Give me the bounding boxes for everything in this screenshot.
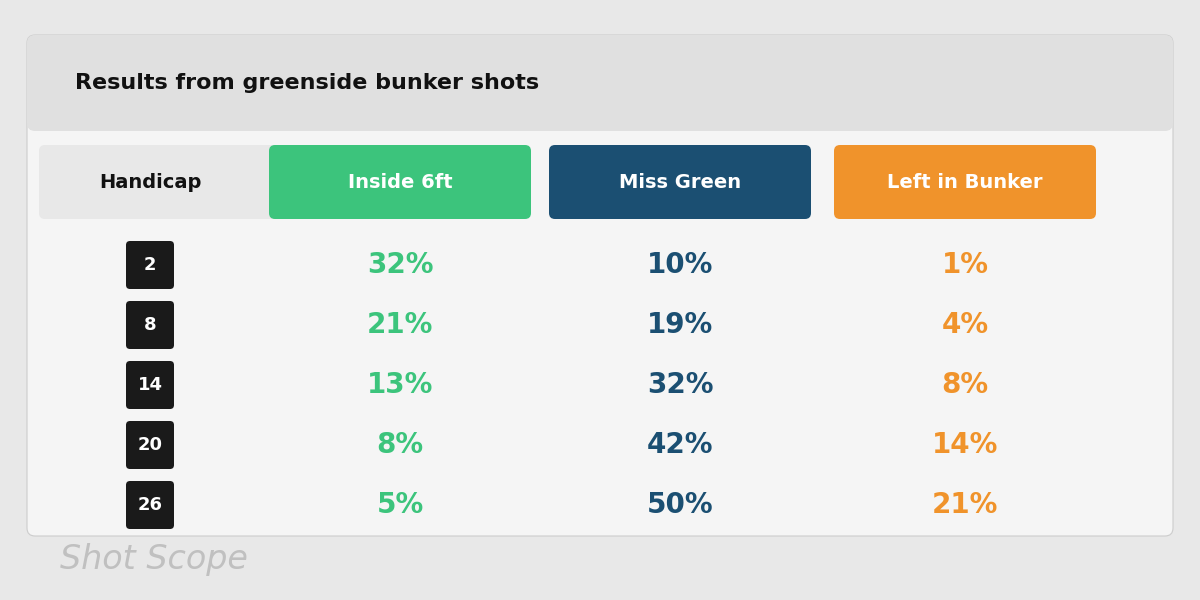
FancyBboxPatch shape <box>26 35 1174 131</box>
Text: Left in Bunker: Left in Bunker <box>887 173 1043 191</box>
FancyBboxPatch shape <box>38 145 286 219</box>
Text: 8%: 8% <box>377 431 424 459</box>
Text: 2: 2 <box>144 256 156 274</box>
FancyBboxPatch shape <box>126 241 174 289</box>
Text: 21%: 21% <box>367 311 433 339</box>
Bar <box>35 108 1165 123</box>
FancyBboxPatch shape <box>126 361 174 409</box>
FancyBboxPatch shape <box>126 301 174 349</box>
Text: 32%: 32% <box>647 371 713 399</box>
FancyBboxPatch shape <box>26 35 1174 536</box>
Text: 10%: 10% <box>647 251 713 279</box>
Text: 4%: 4% <box>942 311 989 339</box>
Text: 21%: 21% <box>932 491 998 519</box>
FancyBboxPatch shape <box>126 481 174 529</box>
Text: 32%: 32% <box>367 251 433 279</box>
Text: 5%: 5% <box>377 491 424 519</box>
Text: 14: 14 <box>138 376 162 394</box>
Text: 13%: 13% <box>367 371 433 399</box>
FancyBboxPatch shape <box>269 145 530 219</box>
Text: 42%: 42% <box>647 431 713 459</box>
Text: 8: 8 <box>144 316 156 334</box>
Text: 8%: 8% <box>942 371 989 399</box>
FancyBboxPatch shape <box>834 145 1096 219</box>
Text: 19%: 19% <box>647 311 713 339</box>
Text: Inside 6ft: Inside 6ft <box>348 173 452 191</box>
Text: 26: 26 <box>138 496 162 514</box>
Text: Miss Green: Miss Green <box>619 173 742 191</box>
FancyBboxPatch shape <box>126 421 174 469</box>
Text: 14%: 14% <box>932 431 998 459</box>
Text: 20: 20 <box>138 436 162 454</box>
Text: Results from greenside bunker shots: Results from greenside bunker shots <box>74 73 539 93</box>
Text: Shot Scope: Shot Scope <box>60 544 248 577</box>
Text: 50%: 50% <box>647 491 713 519</box>
Text: Handicap: Handicap <box>98 173 202 191</box>
Text: 1%: 1% <box>942 251 989 279</box>
FancyBboxPatch shape <box>550 145 811 219</box>
